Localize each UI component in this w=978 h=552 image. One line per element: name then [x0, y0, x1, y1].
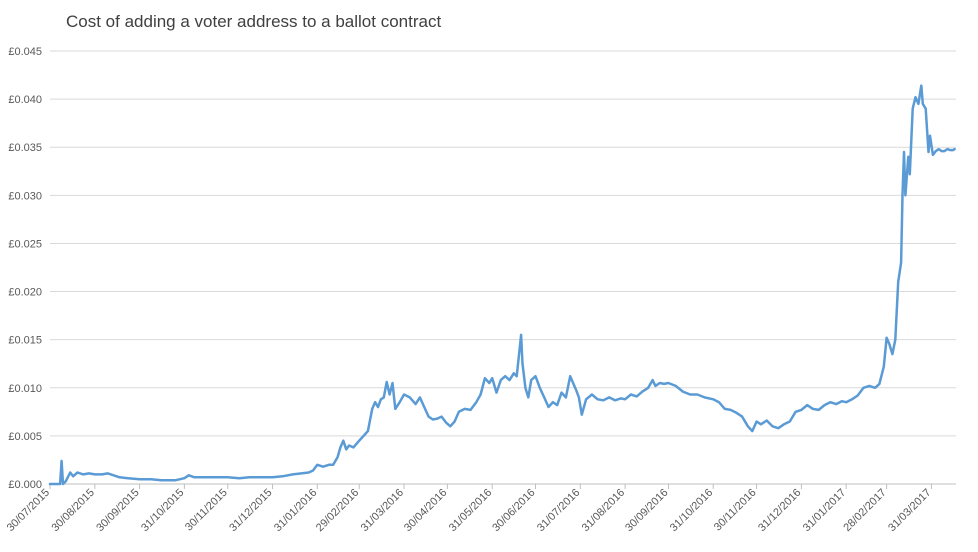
x-tick-label: 31/10/2016 — [668, 487, 715, 534]
y-tick-label: £0.025 — [8, 238, 42, 250]
chart-title: Cost of adding a voter address to a ball… — [66, 12, 442, 31]
x-tick-label: 30/09/2015 — [94, 487, 141, 534]
x-axis: 30/07/201530/08/201530/09/201531/10/2015… — [5, 484, 934, 534]
y-tick-label: £0.045 — [8, 46, 42, 58]
x-tick-label: 31/03/2017 — [886, 487, 933, 534]
y-tick-label: £0.015 — [8, 335, 42, 347]
x-tick-label: 31/12/2015 — [227, 487, 274, 534]
x-tick-label: 30/04/2016 — [402, 487, 449, 534]
x-tick-label: 31/07/2016 — [535, 487, 582, 534]
y-axis: £0.000 £0.005 £0.010 £0.015 £0.020 £0.025 £0.0… — [8, 46, 42, 491]
x-tick-label: 30/11/2015 — [183, 487, 230, 534]
x-tick-label: 30/08/2015 — [49, 487, 96, 534]
series-line — [48, 84, 956, 486]
x-tick-label: 31/03/2016 — [359, 487, 406, 534]
y-tick-label: £0.005 — [8, 431, 42, 443]
gridlines — [50, 50, 956, 485]
x-tick-label: 29/02/2016 — [314, 487, 361, 534]
x-tick-label: 31/01/2017 — [801, 487, 848, 534]
y-tick-label: £0.010 — [8, 383, 42, 395]
y-tick-label: £0.040 — [8, 94, 42, 106]
series-layer — [48, 84, 956, 486]
x-tick-label: 30/11/2016 — [712, 487, 759, 534]
x-tick-label: 30/07/2015 — [5, 487, 52, 534]
x-tick-label: 28/02/2017 — [841, 487, 888, 534]
x-tick-label: 31/12/2016 — [756, 487, 803, 534]
y-tick-label: £0.030 — [8, 190, 42, 202]
y-tick-label: £0.000 — [8, 479, 42, 491]
x-tick-label: 30/06/2016 — [490, 487, 537, 534]
x-tick-label: 30/09/2016 — [623, 487, 670, 534]
y-tick-label: £0.035 — [8, 142, 42, 154]
x-tick-label: 31/01/2016 — [272, 487, 319, 534]
x-tick-label: 31/10/2015 — [139, 487, 186, 534]
y-tick-label: £0.020 — [8, 287, 42, 299]
x-tick-label: 31/05/2016 — [447, 487, 494, 534]
x-tick-label: 31/08/2016 — [580, 487, 627, 534]
